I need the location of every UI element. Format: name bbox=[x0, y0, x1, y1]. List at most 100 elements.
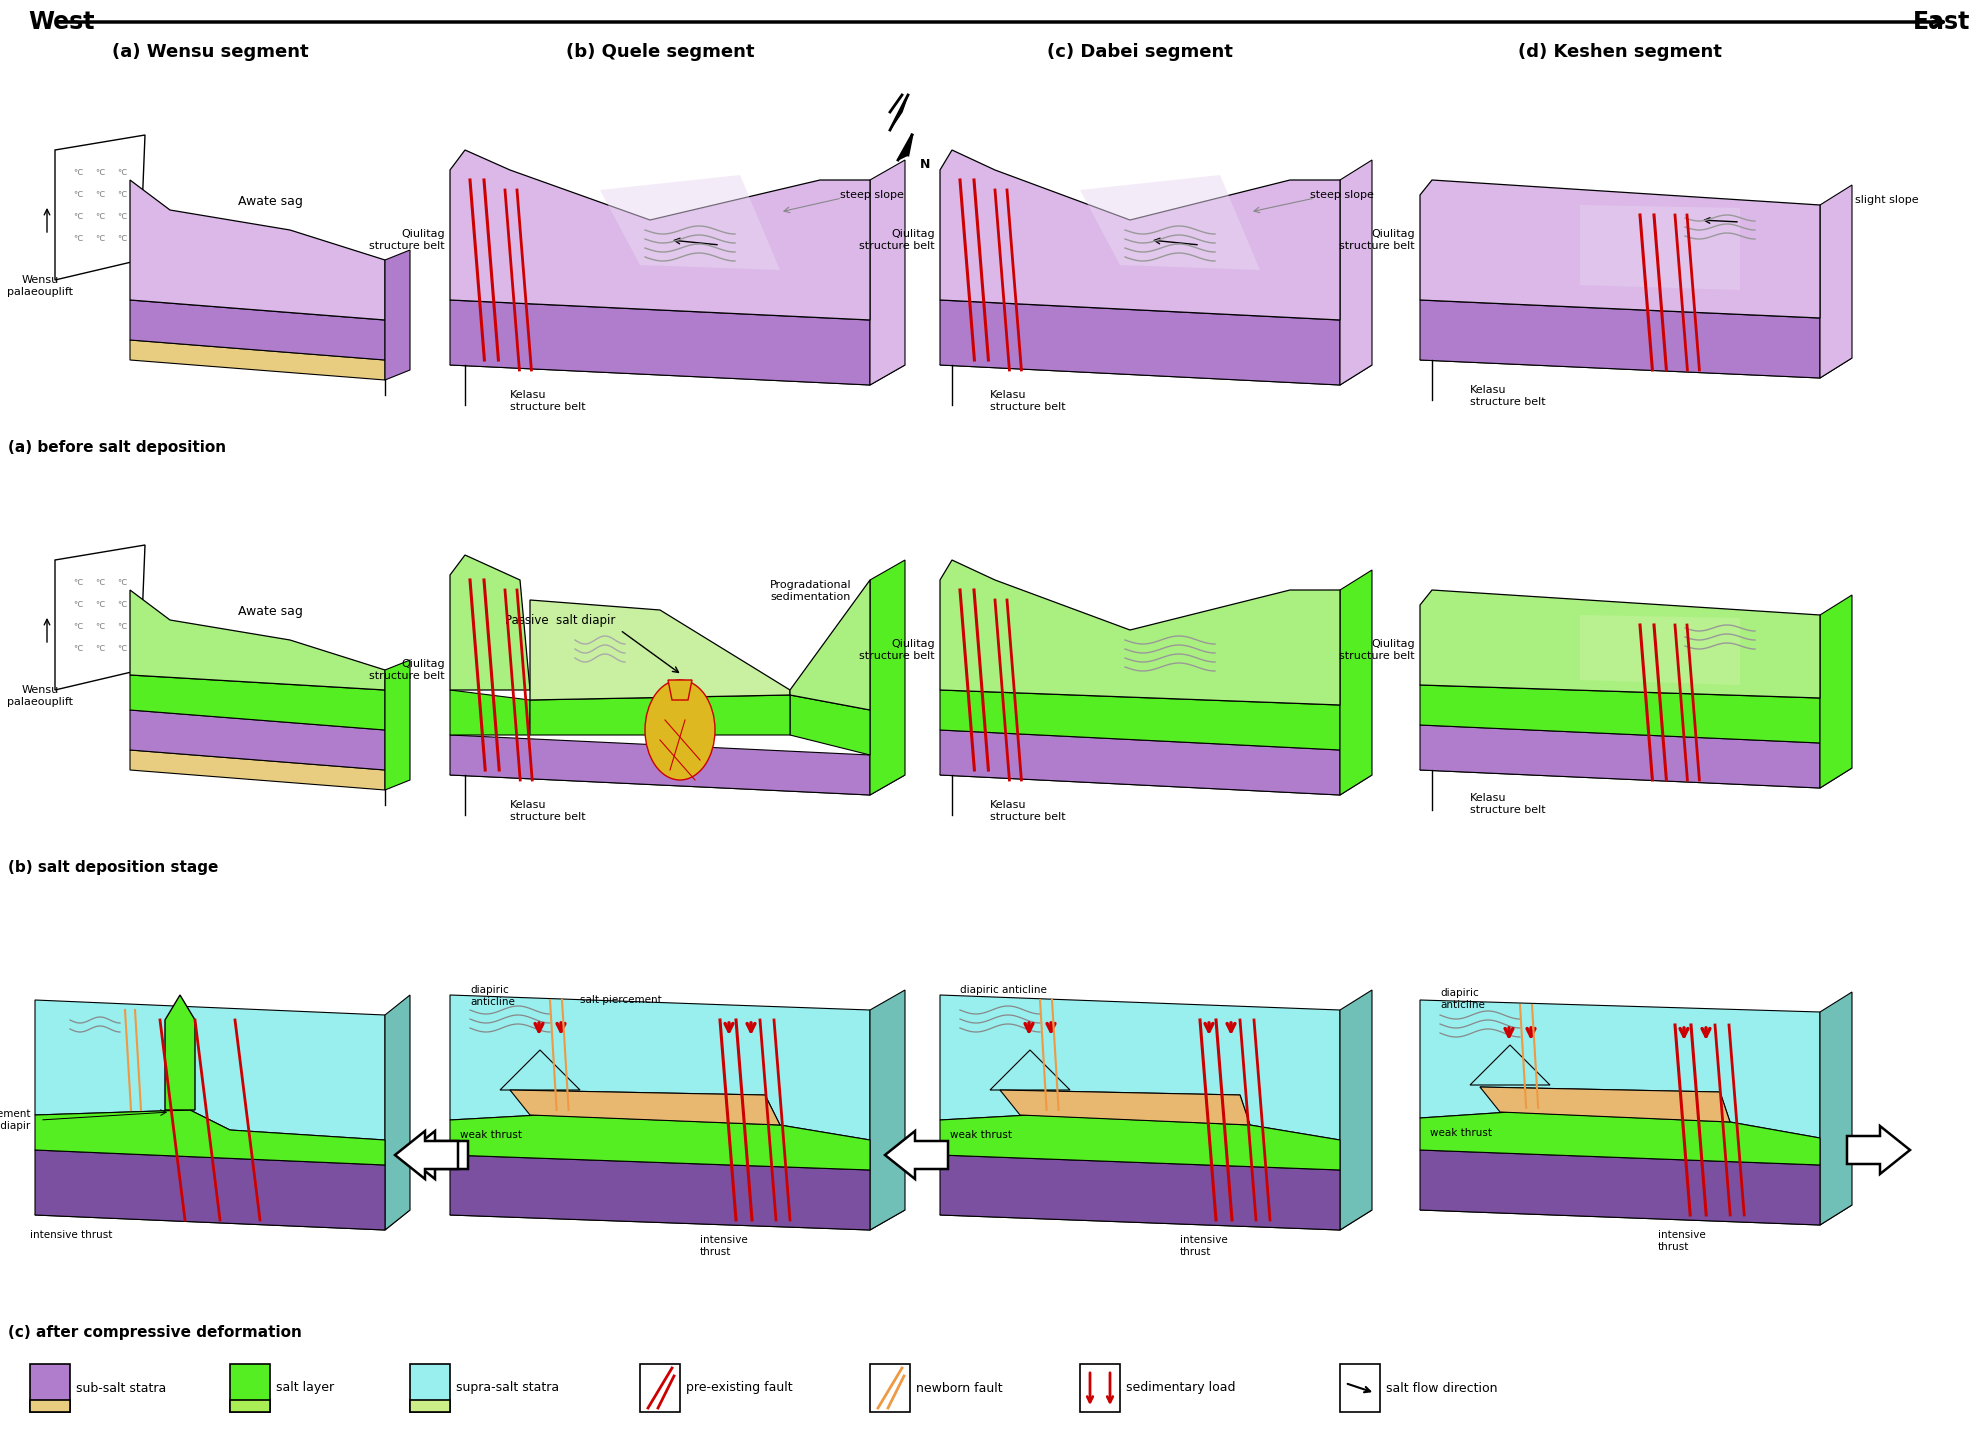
Text: Qiulitag
structure belt: Qiulitag structure belt bbox=[369, 229, 444, 251]
Polygon shape bbox=[450, 151, 871, 320]
Polygon shape bbox=[871, 989, 905, 1230]
Polygon shape bbox=[405, 1131, 468, 1179]
Ellipse shape bbox=[645, 680, 714, 780]
Text: ℃: ℃ bbox=[117, 622, 127, 631]
Polygon shape bbox=[940, 995, 1339, 1140]
Polygon shape bbox=[56, 135, 145, 280]
Polygon shape bbox=[530, 599, 790, 700]
Text: weak thrust: weak thrust bbox=[1430, 1129, 1492, 1139]
Polygon shape bbox=[599, 175, 780, 270]
Text: salt flow direction: salt flow direction bbox=[1387, 1381, 1498, 1394]
Polygon shape bbox=[1421, 300, 1819, 379]
Polygon shape bbox=[790, 579, 871, 710]
Polygon shape bbox=[450, 346, 905, 384]
Polygon shape bbox=[1421, 685, 1819, 743]
Polygon shape bbox=[1000, 1090, 1250, 1126]
Polygon shape bbox=[940, 730, 1339, 794]
Polygon shape bbox=[56, 545, 145, 690]
Polygon shape bbox=[500, 1050, 579, 1090]
Text: Progradational
sedimentation: Progradational sedimentation bbox=[770, 579, 851, 602]
Polygon shape bbox=[1421, 340, 1851, 379]
Polygon shape bbox=[30, 1364, 69, 1412]
Polygon shape bbox=[1421, 1190, 1851, 1225]
Polygon shape bbox=[990, 1050, 1069, 1090]
Polygon shape bbox=[885, 1131, 948, 1179]
Text: ℃: ℃ bbox=[117, 234, 127, 242]
Text: ℃: ℃ bbox=[95, 644, 105, 652]
Text: newborn fault: newborn fault bbox=[917, 1381, 1002, 1394]
Text: ℃: ℃ bbox=[117, 189, 127, 199]
Polygon shape bbox=[530, 695, 790, 736]
Text: slight slope: slight slope bbox=[1855, 195, 1919, 205]
Polygon shape bbox=[395, 1131, 458, 1179]
Polygon shape bbox=[411, 1364, 450, 1412]
Polygon shape bbox=[1480, 1087, 1730, 1121]
Text: ℃: ℃ bbox=[95, 599, 105, 609]
Text: ℃: ℃ bbox=[117, 599, 127, 609]
Polygon shape bbox=[131, 589, 385, 690]
Text: ℃: ℃ bbox=[73, 622, 83, 631]
Polygon shape bbox=[871, 561, 905, 794]
Text: intensive
thrust: intensive thrust bbox=[1180, 1235, 1228, 1256]
Polygon shape bbox=[940, 561, 1339, 706]
Text: Qiulitag
structure belt: Qiulitag structure belt bbox=[369, 660, 444, 681]
Text: Qiulitag
structure belt: Qiulitag structure belt bbox=[859, 640, 934, 661]
Polygon shape bbox=[1421, 181, 1819, 318]
Polygon shape bbox=[36, 1110, 385, 1164]
Text: ℃: ℃ bbox=[73, 212, 83, 221]
Text: (a) before salt deposition: (a) before salt deposition bbox=[8, 440, 226, 455]
Text: Kelasu
structure belt: Kelasu structure belt bbox=[510, 800, 585, 822]
Text: intensive thrust: intensive thrust bbox=[30, 1230, 113, 1240]
Polygon shape bbox=[940, 690, 1339, 750]
Polygon shape bbox=[1079, 1364, 1121, 1412]
Text: ℃: ℃ bbox=[73, 168, 83, 176]
Polygon shape bbox=[1421, 726, 1819, 789]
Polygon shape bbox=[1421, 1111, 1819, 1164]
Text: Kelasu
structure belt: Kelasu structure belt bbox=[1470, 793, 1546, 815]
Polygon shape bbox=[36, 1195, 411, 1230]
Text: Qiulitag
structure belt: Qiulitag structure belt bbox=[1339, 229, 1415, 251]
Polygon shape bbox=[871, 161, 905, 384]
Text: diapiric
anticline: diapiric anticline bbox=[470, 985, 516, 1007]
Text: West: West bbox=[28, 10, 95, 34]
Text: steep slope: steep slope bbox=[1309, 189, 1373, 199]
Polygon shape bbox=[790, 695, 871, 754]
Text: ℃: ℃ bbox=[73, 644, 83, 652]
Polygon shape bbox=[411, 1400, 450, 1412]
Text: (a) Wensu segment: (a) Wensu segment bbox=[111, 43, 308, 62]
Polygon shape bbox=[1339, 989, 1373, 1230]
Text: ℃: ℃ bbox=[117, 644, 127, 652]
Text: ℃: ℃ bbox=[95, 189, 105, 199]
Polygon shape bbox=[30, 1400, 69, 1412]
Text: Qiulitag
structure belt: Qiulitag structure belt bbox=[1339, 640, 1415, 661]
Text: ℃: ℃ bbox=[95, 168, 105, 176]
Polygon shape bbox=[450, 690, 530, 736]
Polygon shape bbox=[1847, 1126, 1911, 1174]
Text: ℃: ℃ bbox=[117, 168, 127, 176]
Text: (d) Keshen segment: (d) Keshen segment bbox=[1518, 43, 1722, 62]
Polygon shape bbox=[165, 995, 194, 1110]
Polygon shape bbox=[131, 675, 385, 730]
Text: sub-salt statra: sub-salt statra bbox=[75, 1381, 167, 1394]
Text: N: N bbox=[921, 158, 930, 171]
Text: Kelasu
structure belt: Kelasu structure belt bbox=[510, 390, 585, 412]
Polygon shape bbox=[940, 300, 1339, 384]
Polygon shape bbox=[450, 1116, 871, 1170]
Text: intensive
thrust: intensive thrust bbox=[700, 1235, 748, 1256]
Text: ℃: ℃ bbox=[73, 578, 83, 587]
Text: Awate sag: Awate sag bbox=[238, 605, 302, 618]
Polygon shape bbox=[940, 151, 1339, 320]
Polygon shape bbox=[940, 754, 1373, 794]
Text: Awate sag: Awate sag bbox=[238, 195, 302, 208]
Text: (b) salt deposition stage: (b) salt deposition stage bbox=[8, 860, 218, 875]
Text: Passive  salt diapir: Passive salt diapir bbox=[504, 614, 615, 627]
Text: Kelasu
structure belt: Kelasu structure belt bbox=[990, 800, 1065, 822]
Polygon shape bbox=[385, 250, 411, 380]
Polygon shape bbox=[1579, 615, 1740, 685]
Polygon shape bbox=[669, 680, 692, 700]
Text: ℃: ℃ bbox=[73, 234, 83, 242]
Polygon shape bbox=[450, 995, 871, 1140]
Polygon shape bbox=[940, 1195, 1373, 1230]
Text: (c) Dabei segment: (c) Dabei segment bbox=[1048, 43, 1232, 62]
Polygon shape bbox=[230, 1364, 270, 1412]
